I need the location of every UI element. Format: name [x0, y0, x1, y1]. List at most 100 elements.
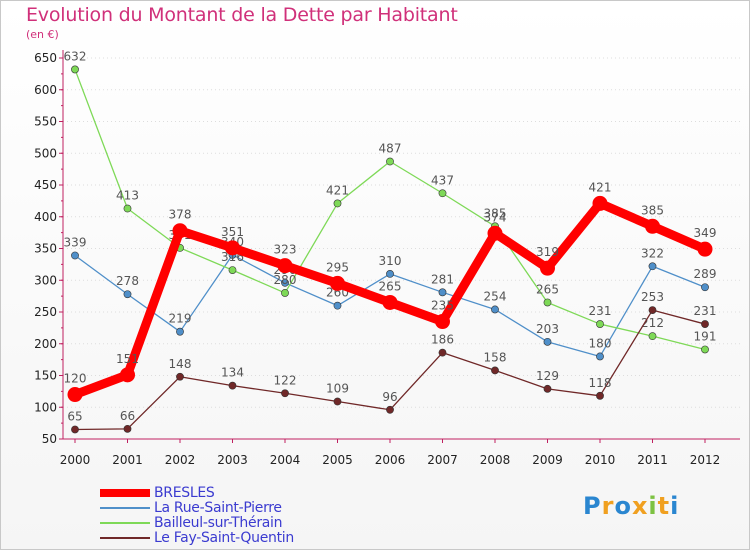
data-label: 203 [536, 322, 559, 336]
y-tick-label: 500 [34, 146, 57, 160]
legend-item: La Rue-Saint-Pierre [100, 499, 294, 516]
chart-subtitle: (en €) [26, 28, 59, 41]
data-point [277, 258, 293, 274]
data-point [701, 320, 709, 328]
data-point [645, 218, 660, 234]
legend-swatch [100, 506, 150, 509]
data-label: 235 [431, 299, 454, 313]
data-point [596, 391, 604, 400]
data-label: 281 [431, 272, 454, 286]
data-label: 487 [379, 142, 402, 156]
data-label: 278 [116, 274, 139, 288]
x-tick-label: 2001 [112, 453, 143, 467]
data-label: 254 [484, 289, 507, 303]
y-tick-label: 250 [34, 305, 57, 319]
data-point [333, 397, 342, 406]
logo-letter: t [657, 492, 671, 520]
data-label: 186 [431, 333, 454, 347]
data-point [648, 262, 657, 271]
data-point [123, 290, 132, 299]
data-label: 437 [431, 173, 454, 187]
data-label: 134 [221, 366, 244, 380]
data-label: 322 [641, 246, 664, 260]
logo-letter: i [670, 492, 680, 520]
x-tick-label: 2008 [480, 453, 511, 467]
data-point [491, 305, 499, 314]
data-point [701, 345, 709, 354]
data-point [543, 337, 552, 346]
data-point [438, 288, 447, 297]
data-label: 349 [694, 226, 717, 240]
data-label: 231 [589, 304, 612, 318]
data-point [228, 381, 237, 390]
legend-label: BRESLES [154, 484, 215, 501]
data-label: 323 [274, 243, 297, 257]
data-label: 378 [169, 208, 192, 222]
data-label: 280 [274, 273, 297, 287]
y-tick-label: 300 [34, 273, 57, 287]
y-tick-label: 50 [42, 432, 57, 446]
data-label: 319 [536, 245, 559, 259]
data-point [71, 65, 79, 74]
data-point [71, 425, 79, 434]
data-label: 219 [169, 312, 192, 326]
data-label: 231 [694, 304, 717, 318]
data-label: 421 [326, 183, 349, 197]
data-label: 632 [64, 49, 87, 63]
data-point [333, 199, 342, 208]
data-point [330, 275, 345, 291]
data-point [540, 260, 555, 276]
data-point [438, 189, 447, 198]
data-point [123, 204, 132, 213]
data-label: 158 [484, 350, 507, 364]
data-point [543, 298, 552, 307]
proxiti-logo: Proxiti [583, 492, 679, 520]
y-tick-label: 100 [34, 400, 57, 414]
data-label: 385 [641, 203, 664, 217]
data-point [596, 352, 604, 361]
x-tick-label: 2011 [637, 453, 668, 467]
data-point [697, 241, 713, 257]
logo-letter: P [583, 492, 602, 520]
data-point [491, 366, 499, 375]
data-point [120, 367, 135, 383]
y-tick-label: 650 [34, 51, 57, 65]
data-point [386, 269, 394, 278]
y-tick-label: 450 [34, 178, 57, 192]
data-point [123, 424, 132, 433]
legend-swatch [100, 521, 150, 524]
data-point [176, 327, 184, 336]
x-tick-label: 2000 [60, 453, 91, 467]
logo-letter: r [601, 492, 615, 520]
data-label: 120 [64, 372, 87, 386]
data-label: 180 [589, 336, 612, 350]
chart-legend: BRESLES La Rue-Saint-Pierre Bailleul-sur-T… [100, 484, 294, 546]
data-point [71, 251, 79, 260]
data-point [435, 314, 450, 330]
data-label: 295 [326, 260, 349, 274]
data-label: 385 [484, 206, 507, 220]
data-label: 122 [274, 373, 297, 387]
data-label: 129 [536, 369, 559, 383]
data-label: 96 [382, 390, 397, 404]
data-label: 351 [221, 225, 244, 239]
data-point [67, 387, 83, 403]
data-point [438, 348, 447, 357]
x-tick-label: 2005 [322, 453, 353, 467]
legend-label: La Rue-Saint-Pierre [154, 499, 282, 516]
data-point [228, 266, 237, 274]
legend-item: BRESLES [100, 484, 294, 501]
logo-letter: x [631, 492, 649, 520]
y-tick-label: 200 [34, 337, 57, 351]
data-point [172, 223, 188, 239]
data-point [281, 278, 289, 287]
legend-label: Bailleul-sur-Thérain [154, 514, 283, 531]
legend-item: Le Fay-Saint-Quentin [100, 530, 294, 546]
data-label: 265 [379, 279, 402, 293]
x-tick-label: 2002 [165, 453, 196, 467]
data-point [648, 306, 657, 314]
y-tick-label: 600 [34, 83, 57, 97]
x-tick-label: 2006 [375, 453, 406, 467]
data-label: 421 [589, 180, 612, 194]
data-point [281, 389, 289, 398]
